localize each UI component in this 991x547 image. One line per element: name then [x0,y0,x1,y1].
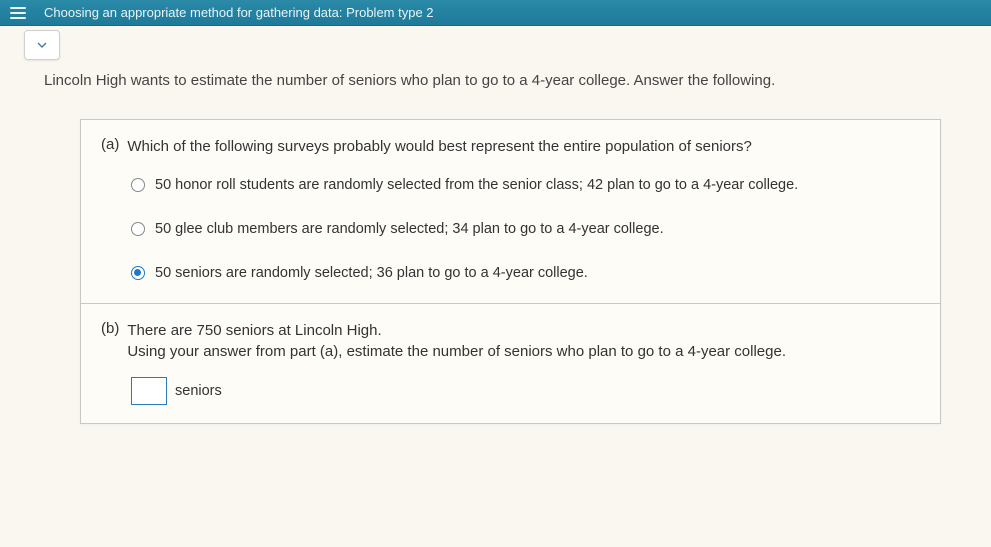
radio-icon[interactable] [131,266,145,280]
part-a: (a) Which of the following surveys proba… [81,120,940,304]
topbar-title: Choosing an appropriate method for gathe… [44,5,434,20]
option-1[interactable]: 50 honor roll students are randomly sele… [131,175,916,197]
option-3-text: 50 seniors are randomly selected; 36 pla… [155,263,588,285]
content-area: Lincoln High wants to estimate the numbe… [0,26,991,434]
part-b-answer-row: seniors [131,377,916,405]
question-box: (a) Which of the following surveys proba… [80,119,941,425]
option-3[interactable]: 50 seniors are randomly selected; 36 pla… [131,263,916,285]
seniors-unit-label: seniors [175,383,222,399]
topbar: Choosing an appropriate method for gathe… [0,0,991,26]
part-a-options: 50 honor roll students are randomly sele… [131,175,916,284]
part-b: (b) There are 750 seniors at Lincoln Hig… [81,304,940,424]
hamburger-menu-icon[interactable] [10,7,26,19]
radio-icon[interactable] [131,178,145,192]
chevron-down-icon [34,37,50,53]
part-a-label: (a) [101,136,119,158]
part-b-text: There are 750 seniors at Lincoln High. U… [127,320,786,364]
option-2-text: 50 glee club members are randomly select… [155,219,664,241]
collapse-toggle-button[interactable] [24,30,60,60]
seniors-count-input[interactable] [131,377,167,405]
option-1-text: 50 honor roll students are randomly sele… [155,175,798,197]
part-a-text: Which of the following surveys probably … [127,136,752,158]
radio-icon[interactable] [131,222,145,236]
part-b-label: (b) [101,320,119,364]
question-prompt: Lincoln High wants to estimate the numbe… [44,70,981,93]
option-2[interactable]: 50 glee club members are randomly select… [131,219,916,241]
